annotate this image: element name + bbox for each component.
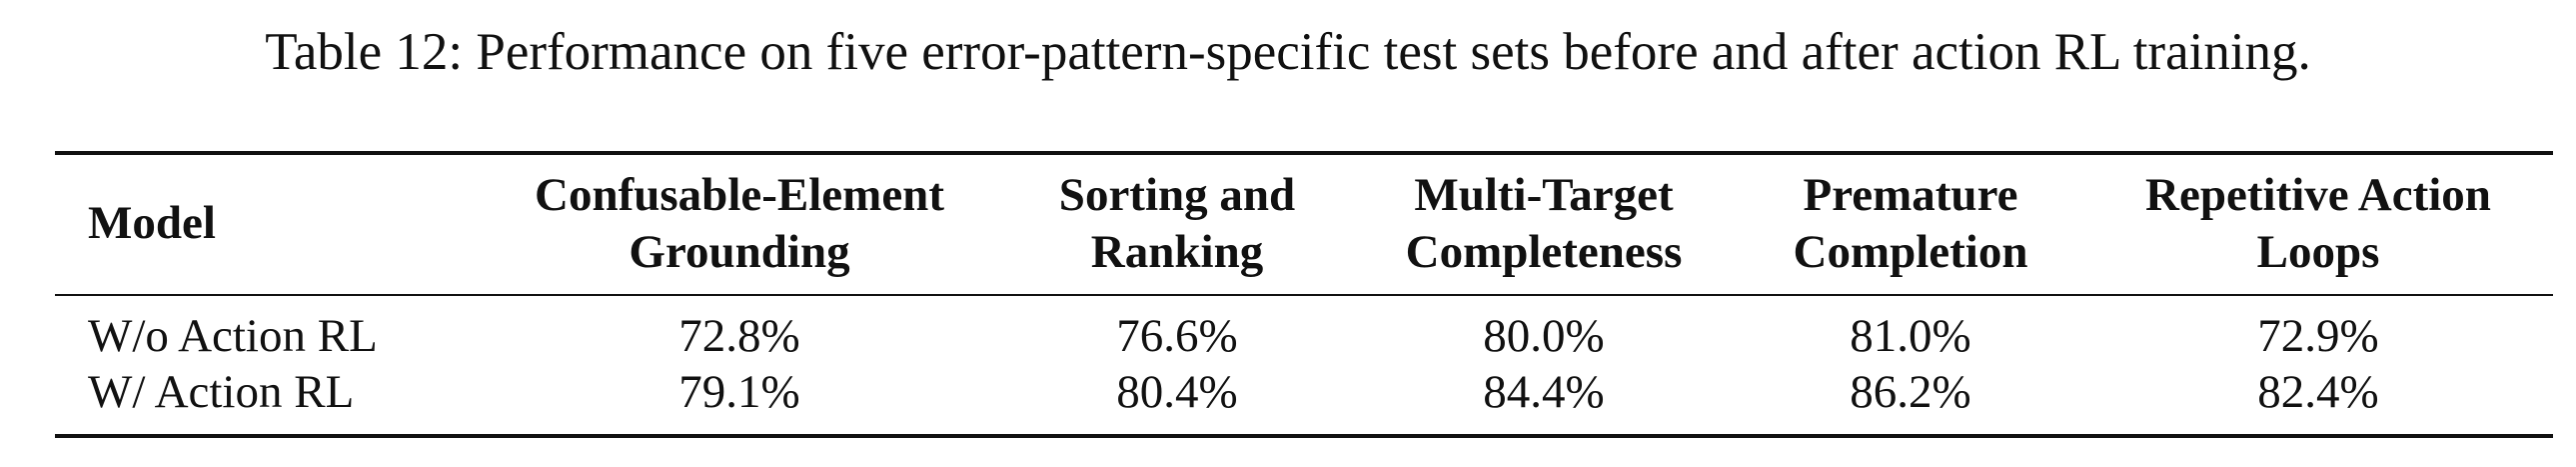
table-cell: 84.4%: [1483, 366, 1605, 418]
header-cell: Completion: [1793, 226, 2028, 278]
header-cell: Multi-Target: [1414, 169, 1674, 221]
top-rule: [55, 151, 2553, 155]
bottom-rule: [55, 434, 2553, 438]
table-cell: 72.8%: [678, 310, 800, 362]
header-cell: Loops: [2256, 226, 2380, 278]
table-cell: 79.1%: [678, 366, 800, 418]
header-cell: Completeness: [1405, 226, 1683, 278]
header-cell: Premature: [1803, 169, 2018, 221]
header-cell: Confusable-Element: [535, 169, 944, 221]
table-cell: 76.6%: [1116, 310, 1238, 362]
header-cell: Model: [88, 197, 216, 249]
table-cell: 80.4%: [1116, 366, 1238, 418]
table-cell: 80.0%: [1483, 310, 1605, 362]
mid-rule: [55, 294, 2553, 296]
table-caption: Table 12: Performance on five error-patt…: [265, 23, 2311, 81]
table-cell: 82.4%: [2257, 366, 2379, 418]
table-cell: 81.0%: [1850, 310, 1971, 362]
row-label: W/ Action RL: [88, 366, 355, 418]
header-cell: Grounding: [629, 226, 850, 278]
table-cell: 72.9%: [2257, 310, 2379, 362]
row-label: W/o Action RL: [88, 310, 378, 362]
header-cell: Ranking: [1090, 226, 1264, 278]
header-cell: Sorting and: [1058, 169, 1296, 221]
table-cell: 86.2%: [1850, 366, 1971, 418]
header-cell: Repetitive Action: [2145, 169, 2491, 221]
